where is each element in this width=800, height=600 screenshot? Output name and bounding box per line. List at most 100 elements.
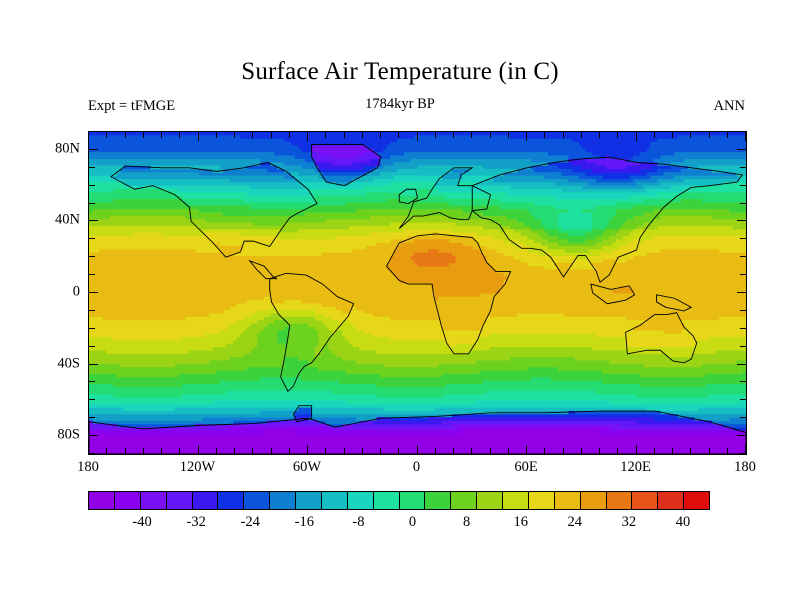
- tick-longitude-top: [343, 132, 345, 138]
- y-axis-tick-label: 40N: [55, 211, 80, 228]
- colorbar-swatch: [399, 492, 426, 509]
- tick-latitude-left: [89, 256, 95, 258]
- tick-latitude-right: [740, 184, 746, 186]
- temperature-field: [89, 132, 746, 454]
- tick-longitude-bottom: [745, 445, 746, 454]
- tick-longitude-bottom: [325, 448, 327, 454]
- colorbar-tick-label: -24: [240, 514, 260, 530]
- tick-longitude-top: [453, 132, 454, 138]
- tick-latitude-right: [740, 309, 746, 311]
- tick-longitude-top: [580, 132, 582, 138]
- tick-longitude-top: [708, 132, 710, 138]
- tick-longitude-top: [635, 132, 637, 141]
- tick-longitude-top: [416, 132, 418, 141]
- tick-latitude-right: [740, 381, 746, 383]
- colorbar-swatch: [218, 492, 245, 509]
- tick-longitude-top: [325, 132, 327, 138]
- tick-longitude-top: [252, 132, 254, 138]
- tick-latitude-right: [740, 345, 746, 347]
- tick-latitude-left: [89, 238, 95, 240]
- tick-longitude-bottom: [653, 448, 655, 454]
- y-axis-tick-label: 80S: [57, 426, 80, 443]
- tick-longitude-top: [526, 132, 527, 141]
- colorbar-tick-label: -16: [294, 514, 315, 530]
- x-axis-tick-label: 180: [734, 459, 756, 475]
- colorbar-swatch: [140, 492, 167, 509]
- tick-longitude-bottom: [544, 448, 546, 454]
- tick-longitude-top: [544, 132, 546, 138]
- tick-longitude-top: [745, 132, 746, 141]
- tick-longitude-top: [361, 132, 363, 138]
- tick-latitude-right: [737, 292, 746, 293]
- temperature-raster: [89, 132, 746, 454]
- tick-longitude-top: [215, 132, 217, 138]
- tick-longitude-bottom: [252, 448, 254, 454]
- colorbar-tick-label: 40: [675, 514, 691, 530]
- tick-longitude-bottom: [434, 448, 436, 454]
- tick-longitude-top: [288, 132, 290, 138]
- colorbar-swatch: [425, 492, 452, 509]
- tick-longitude-bottom: [124, 448, 126, 454]
- colorbar-tick-label: 16: [513, 514, 528, 530]
- tick-longitude-bottom: [562, 448, 564, 454]
- tick-longitude-top: [88, 132, 89, 141]
- season-label: ANN: [713, 98, 745, 114]
- tick-latitude-left: [89, 166, 95, 168]
- colorbar-swatch: [244, 492, 271, 509]
- tick-longitude-bottom: [361, 448, 363, 454]
- colorbar-swatch: [451, 492, 478, 509]
- tick-latitude-left: [89, 327, 95, 329]
- tick-latitude-right: [740, 453, 746, 454]
- tick-longitude-bottom: [708, 448, 710, 454]
- colorbar-swatch: [373, 492, 400, 509]
- tick-latitude-left: [89, 202, 95, 204]
- colorbar-swatch: [270, 492, 296, 509]
- tick-longitude-top: [270, 132, 272, 138]
- page-title: Surface Air Temperature (in C): [241, 58, 559, 85]
- colorbar-tick-label: -8: [352, 514, 365, 530]
- colorbar[interactable]: [88, 491, 710, 510]
- tick-latitude-left: [89, 363, 98, 365]
- tick-longitude-bottom: [161, 448, 162, 454]
- tick-longitude-bottom: [88, 445, 89, 454]
- colorbar-tick-label: 32: [621, 514, 637, 530]
- tick-latitude-left: [89, 220, 98, 222]
- tick-latitude-left: [89, 274, 95, 276]
- tick-longitude-bottom: [142, 448, 144, 454]
- tick-latitude-right: [740, 256, 746, 258]
- tick-latitude-right: [740, 238, 746, 240]
- tick-longitude-bottom: [416, 445, 418, 454]
- colorbar-swatch: [347, 492, 374, 509]
- tick-latitude-left: [89, 381, 95, 383]
- colorbar-tick-label: 8: [462, 514, 471, 530]
- tick-longitude-bottom: [197, 445, 199, 454]
- tick-longitude-bottom: [307, 445, 308, 454]
- tick-latitude-right: [740, 274, 746, 276]
- tick-latitude-left: [89, 435, 98, 437]
- tick-latitude-left: [89, 345, 95, 347]
- tick-longitude-top: [234, 132, 235, 138]
- colorbar-swatch: [321, 492, 348, 509]
- colorbar-swatch: [632, 492, 659, 509]
- tick-latitude-left: [89, 131, 95, 132]
- tick-longitude-top: [489, 132, 491, 138]
- tick-longitude-top: [690, 132, 692, 138]
- tick-longitude-bottom: [343, 448, 345, 454]
- colorbar-swatch: [192, 492, 219, 509]
- tick-longitude-top: [726, 132, 728, 138]
- tick-longitude-top: [434, 132, 436, 138]
- colorbar-swatch: [658, 492, 685, 509]
- colorbar-swatch: [554, 492, 581, 509]
- x-axis-tick-label: 120W: [179, 459, 216, 475]
- tick-longitude-top: [380, 132, 381, 138]
- tick-latitude-right: [737, 435, 746, 437]
- map-plot-area[interactable]: [88, 131, 747, 455]
- tick-latitude-left: [89, 184, 95, 186]
- tick-longitude-bottom: [453, 448, 454, 454]
- tick-longitude-bottom: [580, 448, 582, 454]
- colorbar-swatch: [528, 492, 555, 509]
- y-axis-tick-label: 40S: [57, 355, 80, 372]
- colorbar-swatch: [296, 492, 322, 509]
- tick-latitude-left: [89, 453, 95, 454]
